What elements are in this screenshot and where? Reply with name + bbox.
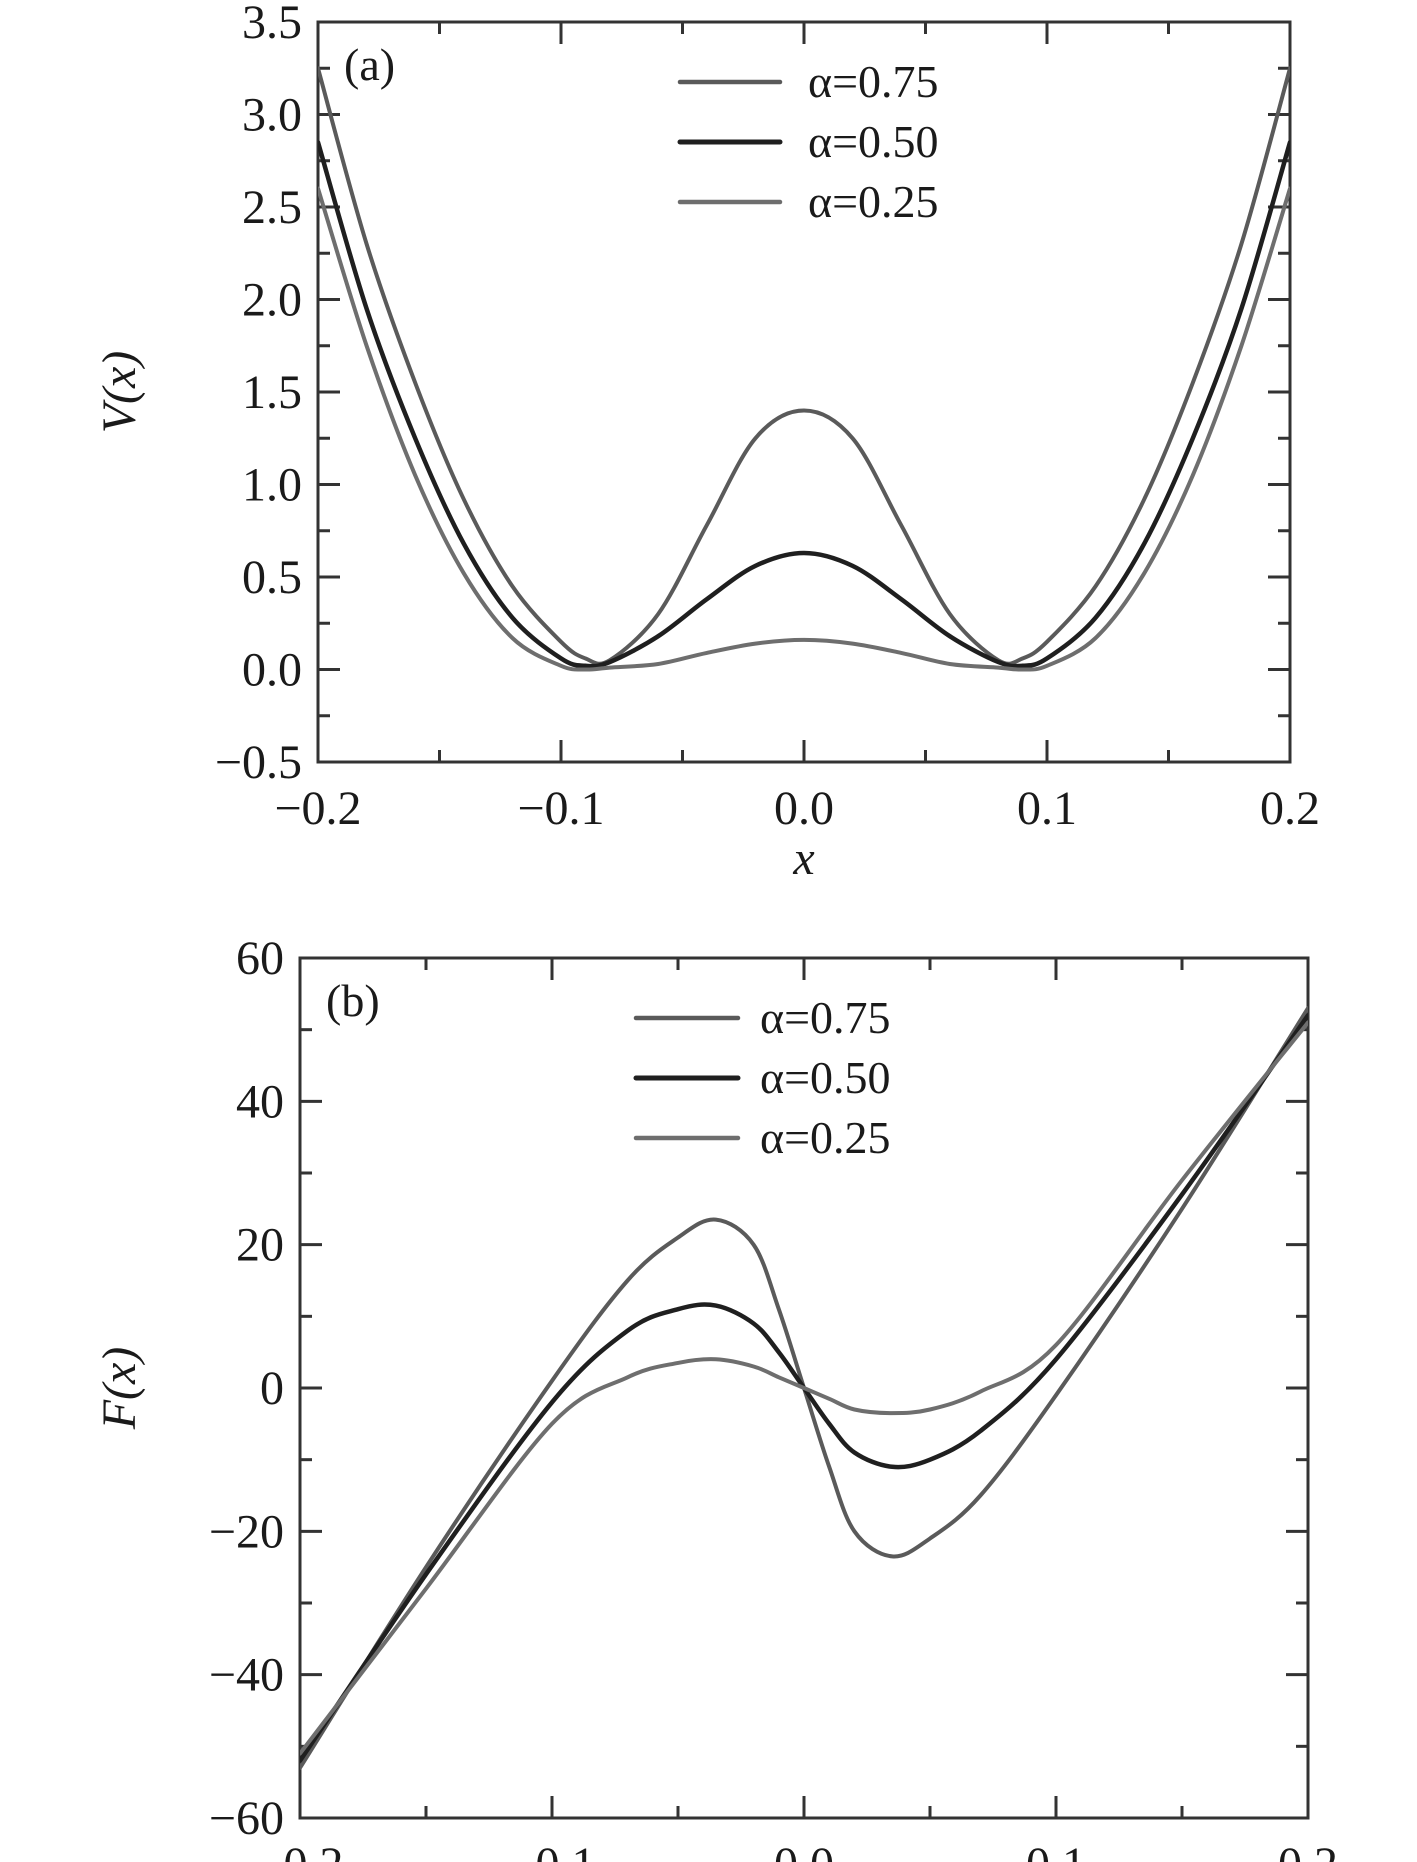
legend-label: α=0.75 [808, 56, 939, 107]
legend: α=0.75 α=0.50 α=0.25 [677, 56, 939, 227]
y-tick-label: 1.5 [242, 366, 302, 419]
y-tick-label: 2.5 [242, 181, 302, 234]
y-tick-label: 0.0 [242, 644, 302, 697]
series-line-3 [300, 1020, 1308, 1756]
y-tick-label: 3.5 [242, 0, 302, 49]
x-tick-label: 0.2 [1260, 782, 1320, 835]
y-tick-label: 1.0 [242, 459, 302, 512]
x-tick-label: −0.2 [256, 1838, 343, 1862]
y-tick-label: 2.0 [242, 274, 302, 327]
x-tick-label: 0.1 [1026, 1838, 1086, 1862]
y-tick-label: 0 [260, 1362, 284, 1415]
x-tick-label: −0.1 [508, 1838, 595, 1862]
x-axis-label: x [792, 832, 814, 885]
y-tick-label: 40 [236, 1075, 284, 1128]
x-tick-label: −0.2 [274, 782, 361, 835]
y-axis-label: F(x) [93, 1347, 146, 1431]
y-tick-label: −60 [209, 1792, 284, 1845]
chart-panel-a: −0.2 −0.1 0.0 0.1 0.2 −0.5 0.0 0.5 1.0 1.5 2.0 2.5 3… [93, 0, 1320, 885]
y-tick-label: −0.5 [215, 736, 302, 789]
x-tick-label: 0.2 [1278, 1838, 1338, 1862]
panel-label: (a) [344, 39, 395, 90]
y-axis-label: V(x) [93, 351, 146, 434]
x-tick-label: −0.1 [517, 782, 604, 835]
x-tick-label: 0.0 [774, 1838, 834, 1862]
series-line-1 [318, 66, 1290, 666]
y-tick-label: 0.5 [242, 551, 302, 604]
legend-label: α=0.25 [808, 176, 939, 227]
x-tick-label: 0.0 [774, 782, 834, 835]
legend-label: α=0.25 [760, 1112, 891, 1163]
y-tick-label: −20 [209, 1505, 284, 1558]
legend-label: α=0.75 [760, 992, 891, 1043]
legend-label: α=0.50 [808, 116, 939, 167]
y-tick-label: 3.0 [242, 89, 302, 142]
plot-frame [316, 20, 1292, 764]
series-line-2 [318, 140, 1290, 669]
y-tick-label: 20 [236, 1219, 284, 1272]
series-line-3 [318, 186, 1290, 672]
panel-label: (b) [326, 975, 380, 1026]
y-tick-label: 60 [236, 932, 284, 985]
y-tick-label: −40 [209, 1649, 284, 1702]
legend: α=0.75 α=0.50 α=0.25 [633, 992, 891, 1163]
x-tick-label: 0.1 [1017, 782, 1077, 835]
legend-label: α=0.50 [760, 1052, 891, 1103]
chart-panel-b: −0.2−0.10.00.10.2−60−40−200204060xF(x)(b… [93, 932, 1338, 1862]
